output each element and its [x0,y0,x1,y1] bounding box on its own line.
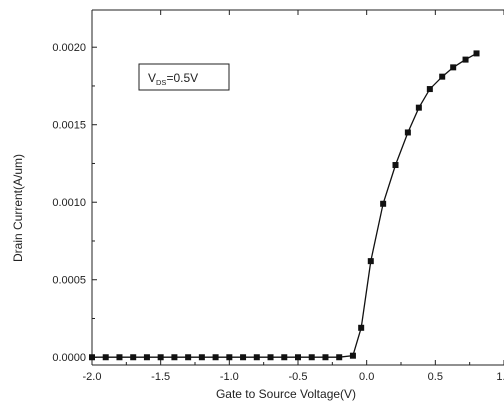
data-point [295,354,301,361]
annotation-box [138,63,230,91]
annotation-value: =0.5V [166,71,198,85]
data-point [308,354,315,361]
data-point [322,354,329,361]
y-axis-label: Drain Current(A/um) [11,154,25,262]
x-tick-label: -0.5 [289,371,308,383]
x-tick-label: -2.0 [83,371,102,383]
data-point [426,86,433,93]
data-point [450,64,457,71]
annotation-subscript: DS [156,78,166,87]
data-point [130,354,137,361]
data-point [171,354,178,361]
data-point [116,354,123,361]
y-tick-label: 0.0015 [52,120,86,132]
data-point [404,129,411,136]
svg-text:VDS=0.5V: VDS=0.5V [148,71,198,87]
data-point [212,354,219,361]
y-tick-label: 0.0020 [52,42,86,54]
data-point [336,354,343,361]
y-tick-label: 0.0010 [52,197,86,209]
y-tick-label: 0.0005 [52,275,86,287]
data-point [281,354,288,361]
data-point [367,258,374,265]
data-point [157,354,164,361]
data-point [358,324,365,331]
x-tick-label: 1.0 [496,371,504,383]
axes [91,9,504,366]
data-point [198,354,205,361]
data-point [143,354,150,361]
data-point [473,50,480,57]
data-point [102,354,109,361]
data-point [392,162,399,169]
data-point [267,354,274,361]
x-axis-label: Gate to Source Voltage(V) [216,387,356,401]
x-axis-ticks: -2.0 -1.5 -1.0 -0.5 0.0 0.5 1.0 [83,10,504,383]
data-point [240,354,247,361]
data-point [253,354,260,361]
data-point [226,354,233,361]
data-series [89,50,480,361]
x-tick-label: -1.5 [151,371,170,383]
data-point [380,200,387,207]
data-point [415,104,422,111]
x-tick-label: 0.0 [359,371,374,383]
data-point [439,73,446,80]
data-point [89,354,95,361]
x-tick-label: -1.0 [220,371,239,383]
x-tick-label: 0.5 [428,371,443,383]
data-point [349,352,356,359]
annotation-v: V [148,71,156,85]
vds-annotation: VDS=0.5V [138,63,230,91]
data-point [462,56,469,63]
data-point [185,354,192,361]
y-axis-ticks: 0.0000 0.0005 0.0010 0.0015 0.0020 [52,42,97,364]
y-tick-label: 0.0000 [52,352,86,364]
series-line [92,52,477,358]
